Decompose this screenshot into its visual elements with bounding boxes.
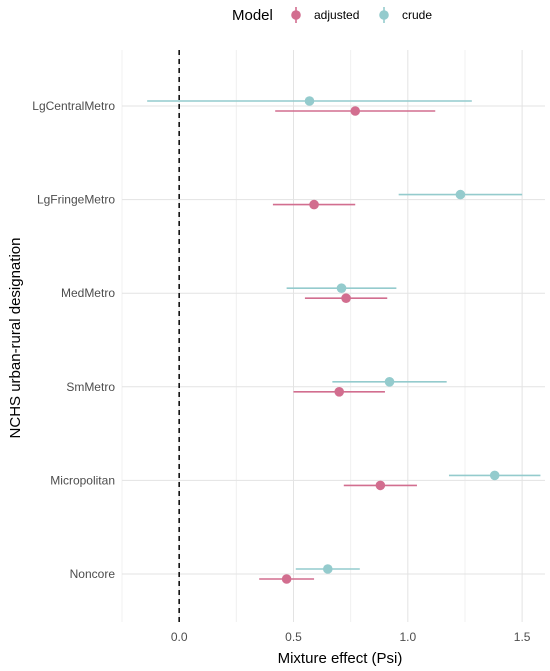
legend-title: Model xyxy=(232,7,273,24)
crude-point xyxy=(490,471,500,481)
y-axis-title: NCHS urban-rural designation xyxy=(7,238,24,439)
legend: Model adjusted crude xyxy=(232,7,432,24)
adjusted-point xyxy=(309,200,319,210)
y-tick-label: SmMetro xyxy=(66,380,115,394)
y-tick-label: Noncore xyxy=(70,567,116,581)
adjusted-point xyxy=(334,387,344,397)
adjusted-point xyxy=(376,481,386,491)
adjusted-point xyxy=(282,574,292,584)
crude-point xyxy=(337,283,347,293)
marks xyxy=(147,96,540,584)
x-tick-label: 0.0 xyxy=(171,630,188,644)
crude-point xyxy=(323,564,333,574)
y-tick-label: LgCentralMetro xyxy=(32,99,115,113)
x-axis-title: Mixture effect (Psi) xyxy=(278,650,403,667)
x-tick-label: 1.0 xyxy=(399,630,416,644)
crude-point xyxy=(305,96,315,106)
x-tick-labels: 0.0 0.5 1.0 1.5 xyxy=(171,630,531,644)
legend-key-adjusted xyxy=(291,10,301,20)
adjusted-point xyxy=(350,106,360,116)
grid xyxy=(122,50,545,622)
y-tick-labels: LgCentralMetro LgFringeMetro MedMetro SmMet… xyxy=(32,99,115,581)
legend-label-crude: crude xyxy=(402,8,432,22)
legend-key-crude xyxy=(379,10,389,20)
y-tick-label: Micropolitan xyxy=(50,473,115,487)
x-tick-label: 1.5 xyxy=(514,630,531,644)
legend-label-adjusted: adjusted xyxy=(314,8,359,22)
crude-point xyxy=(385,377,395,387)
y-tick-label: LgFringeMetro xyxy=(37,193,115,207)
crude-point xyxy=(456,190,466,200)
y-tick-label: MedMetro xyxy=(61,286,115,300)
adjusted-point xyxy=(341,293,351,303)
x-tick-label: 0.5 xyxy=(285,630,302,644)
